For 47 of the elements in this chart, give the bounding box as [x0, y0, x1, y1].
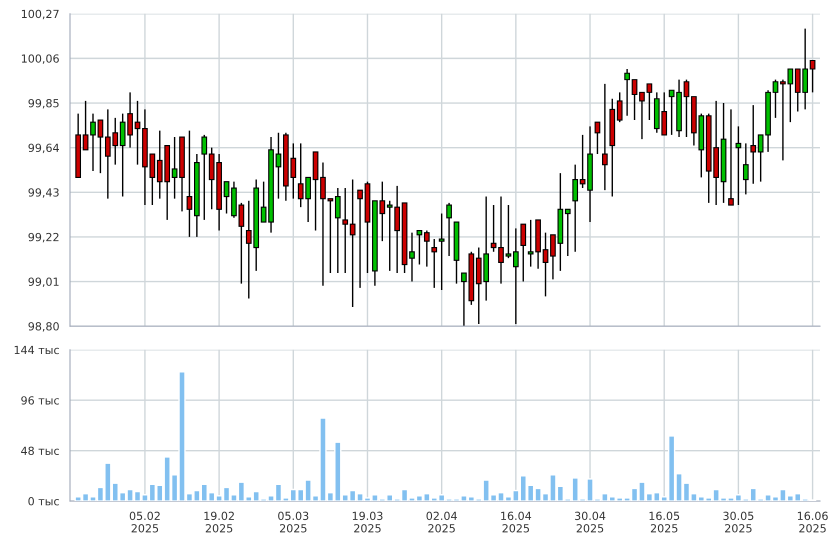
candlestick — [112, 117, 118, 166]
x-tick-label: 05.02 2025 — [130, 512, 160, 533]
candlestick — [290, 142, 296, 200]
y-tick-label: 99,22 — [28, 232, 58, 242]
y-tick-label: 99,85 — [28, 98, 59, 109]
candlestick — [431, 238, 438, 289]
y-tick-label: 48 тыс — [21, 446, 59, 456]
y-tick-label: 98,80 — [28, 322, 59, 332]
candlestick — [661, 92, 668, 136]
y-tick-label: 144 тыс — [14, 346, 59, 354]
x-tick-label: 19.03 2025 — [352, 512, 382, 533]
y-tick-label: 99,01 — [28, 277, 59, 288]
candlestick — [750, 104, 756, 184]
y-tick-label: 96 тыс — [21, 396, 59, 405]
candlestick — [350, 178, 356, 308]
candlestick — [298, 142, 304, 208]
candlestick — [201, 134, 208, 221]
y-tick-label: 100,27 — [22, 10, 59, 20]
x-tick-label: 30.05 2025 — [723, 512, 754, 533]
y-tick-label: 99,64 — [28, 144, 59, 154]
x-tick-label: 16.06 2025 — [798, 512, 828, 533]
candlestick — [794, 68, 801, 112]
y-tick-label: 0 тыс — [28, 497, 59, 506]
x-tick-label: 16.04 2025 — [501, 512, 532, 533]
candlestick — [520, 223, 526, 282]
y-tick-label: 99,43 — [28, 188, 59, 198]
candlestick — [728, 108, 734, 206]
candlestick — [616, 92, 623, 123]
candlestick — [156, 130, 163, 200]
candlestick — [736, 126, 742, 206]
candlestick — [742, 142, 749, 196]
candlestick — [438, 212, 445, 291]
candlestick — [446, 202, 452, 257]
candlestick — [564, 208, 571, 257]
candlestick — [246, 200, 252, 300]
x-tick-label: 19.02 2025 — [204, 512, 234, 533]
candlestick — [342, 187, 348, 274]
x-tick-label: 02.04 2025 — [426, 512, 457, 533]
x-tick-label: 16.05 2025 — [650, 512, 680, 533]
candlestick — [334, 187, 341, 274]
candlestick — [602, 83, 608, 191]
candlestick — [572, 164, 578, 252]
x-tick-label: 30.04 2025 — [574, 512, 606, 533]
y-tick-label: 100,06 — [22, 54, 59, 64]
candlestick — [594, 121, 600, 155]
x-tick-label: 05.03 2025 — [278, 512, 308, 533]
candlestick — [386, 200, 393, 272]
